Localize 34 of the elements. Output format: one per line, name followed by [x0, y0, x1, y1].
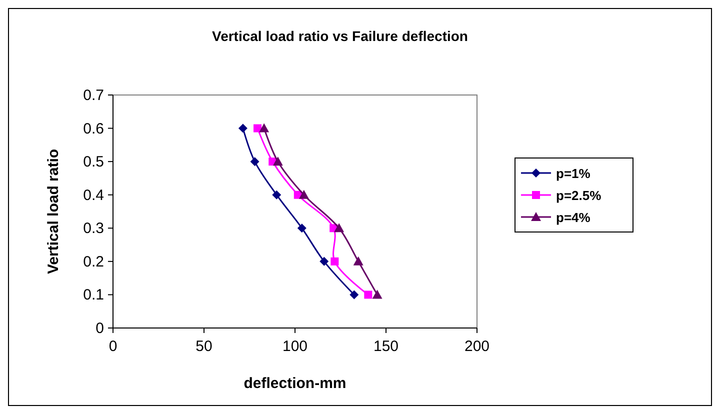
x-tick-label: 150 — [373, 338, 399, 355]
point — [272, 190, 282, 200]
y-tick-label: 0.3 — [83, 220, 104, 238]
legend-label: p=2.5% — [556, 188, 602, 203]
x-tick-label: 0 — [108, 338, 118, 355]
point — [254, 124, 262, 132]
y-tick-label: 0.4 — [83, 186, 104, 204]
point — [350, 290, 359, 300]
y-tick-label: 0.7 — [83, 87, 104, 104]
y-tick-label: 0 — [96, 320, 104, 337]
chart-title: Vertical load ratio vs Failure deflection — [212, 28, 468, 44]
point — [330, 257, 339, 266]
point — [298, 190, 309, 199]
point — [250, 157, 260, 166]
point — [372, 290, 382, 299]
point — [297, 224, 306, 233]
point — [259, 123, 270, 132]
y-tick-label: 0.5 — [83, 154, 104, 171]
x-axis-title: deflection-mm — [244, 375, 346, 392]
point — [353, 256, 364, 266]
y-axis-title: Vertical load ratio — [45, 148, 62, 274]
y-tick-label: 0.6 — [83, 120, 104, 138]
point — [320, 256, 329, 266]
x-tick-label: 200 — [464, 338, 490, 355]
legend-label: p=4% — [556, 210, 591, 225]
point — [334, 223, 344, 232]
legend-label: p=1% — [556, 166, 591, 181]
y-tick-label: 0.1 — [83, 286, 104, 304]
y-tick-label: 0.2 — [83, 253, 104, 270]
x-tick-label: 50 — [196, 338, 212, 355]
point — [238, 124, 248, 133]
x-tick-label: 100 — [282, 338, 308, 355]
point — [272, 156, 283, 166]
point — [364, 290, 372, 299]
